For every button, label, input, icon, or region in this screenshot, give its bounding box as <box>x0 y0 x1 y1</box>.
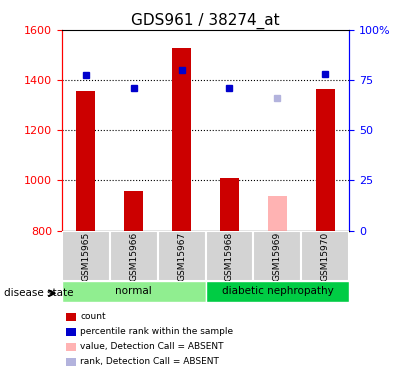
Bar <box>206 231 254 281</box>
Text: percentile rank within the sample: percentile rank within the sample <box>80 327 233 336</box>
Bar <box>301 231 349 281</box>
Text: rank, Detection Call = ABSENT: rank, Detection Call = ABSENT <box>80 357 219 366</box>
Bar <box>220 178 239 231</box>
Text: GSM15968: GSM15968 <box>225 231 234 280</box>
Text: count: count <box>80 312 106 321</box>
Bar <box>124 190 143 231</box>
Text: GSM15969: GSM15969 <box>273 231 282 280</box>
Bar <box>157 231 206 281</box>
Bar <box>254 231 301 281</box>
Bar <box>110 231 157 281</box>
Bar <box>206 280 349 302</box>
Bar <box>172 48 191 231</box>
Title: GDS961 / 38274_at: GDS961 / 38274_at <box>131 12 280 28</box>
Text: GSM15970: GSM15970 <box>321 231 330 280</box>
Bar <box>316 89 335 231</box>
Bar <box>76 92 95 231</box>
Text: diabetic nephropathy: diabetic nephropathy <box>222 286 333 296</box>
Text: GSM15966: GSM15966 <box>129 231 138 280</box>
Bar <box>62 231 110 281</box>
Text: GSM15967: GSM15967 <box>177 231 186 280</box>
Text: value, Detection Call = ABSENT: value, Detection Call = ABSENT <box>80 342 224 351</box>
Text: normal: normal <box>115 286 152 296</box>
Bar <box>268 195 287 231</box>
Bar <box>62 280 206 302</box>
Text: GSM15965: GSM15965 <box>81 231 90 280</box>
Text: disease state: disease state <box>4 288 74 298</box>
